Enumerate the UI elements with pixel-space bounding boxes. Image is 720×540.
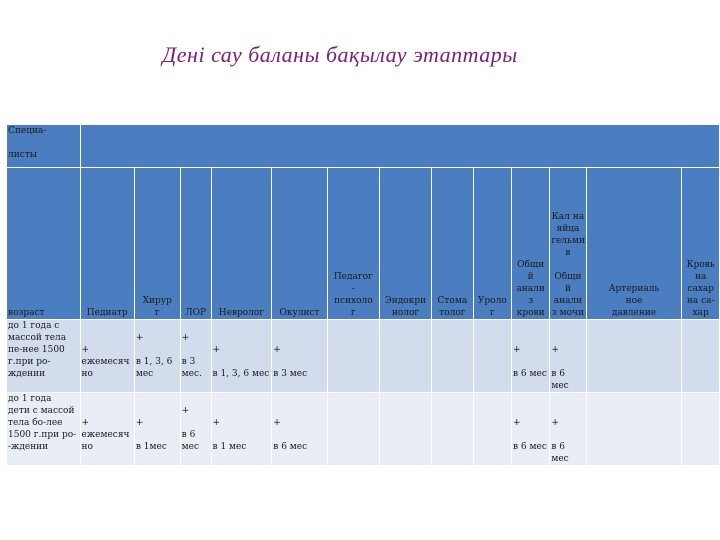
table-cell <box>472 392 512 466</box>
table-cell <box>431 319 474 393</box>
table-cell: + в 1, 3, 6 мес <box>210 319 273 393</box>
specialists-label: Специа- листы <box>6 124 81 168</box>
age-column-header: возраст <box>6 167 81 320</box>
table-row: до 1 года дети с массой тела бо-лее 1500… <box>6 392 720 466</box>
table-cell <box>431 392 474 466</box>
header-row-specialists: Специа- листы <box>6 124 720 168</box>
table-cell: + в 3 мес. <box>179 319 212 393</box>
column-header-surgeon: Хирур г <box>133 167 181 320</box>
table-cell: + в 6 мес <box>549 319 587 393</box>
table-cell: + ежемесяч но <box>79 319 135 393</box>
table-cell: + в 1мес <box>133 392 181 466</box>
column-header-blood-test: Общи й анали з крови <box>510 167 551 320</box>
header-row-columns: возраст Педиатр Хирур г ЛОР Невролог Оку… <box>6 167 720 320</box>
table-cell <box>326 319 380 393</box>
column-header-dentist: Стома толог <box>431 167 474 320</box>
column-header-blood-sugar: Кровь на сахар на са- хар <box>681 167 720 320</box>
age-cell: до 1 года с массой тела пе-нее 1500 г.пр… <box>6 319 81 393</box>
table-cell <box>681 319 720 393</box>
table-cell: + в 3 мес <box>271 319 328 393</box>
page-title: Дені сау баланы бақылау этаптары <box>162 42 518 67</box>
table-cell: + в 6 мес <box>271 392 328 466</box>
table-cell: + в 6 мес <box>179 392 212 466</box>
table-cell: + в 6 мес <box>510 392 551 466</box>
table-cell <box>585 319 683 393</box>
table-cell <box>378 319 433 393</box>
table-cell: + в 6 мес <box>510 319 551 393</box>
table-cell <box>326 392 380 466</box>
table-cell: + ежемесяч но <box>79 392 135 466</box>
table-cell: + в 6 мес <box>549 392 587 466</box>
table-cell: + в 1, 3, 6 мес <box>133 319 181 393</box>
column-header-endocrinologist: Эндокри нолог <box>378 167 433 320</box>
column-header-neurologist: Невролог <box>210 167 273 320</box>
column-header-urologist: Уроло г <box>472 167 512 320</box>
observation-stages-table: Специа- листы возраст Педиатр Хирур г ЛО… <box>6 124 720 466</box>
table-cell <box>378 392 433 466</box>
table-cell <box>472 319 512 393</box>
column-header-psychologist: Педагог - психоло г <box>326 167 380 320</box>
table-cell <box>681 392 720 466</box>
column-header-pediatrician: Педиатр <box>79 167 135 320</box>
header-spacer <box>79 124 720 168</box>
table-row: до 1 года с массой тела пе-нее 1500 г.пр… <box>6 319 720 393</box>
age-cell: до 1 года дети с массой тела бо-лее 1500… <box>6 392 81 466</box>
column-header-blood-pressure: Артериаль ное давление <box>585 167 683 320</box>
column-header-stool-urine-test: Кал на яйца гельминто в Общи й анали з м… <box>549 167 587 320</box>
table-cell <box>585 392 683 466</box>
column-header-ent: ЛОР <box>179 167 212 320</box>
table-cell: + в 1 мес <box>210 392 273 466</box>
column-header-oculist: Окулист <box>271 167 328 320</box>
